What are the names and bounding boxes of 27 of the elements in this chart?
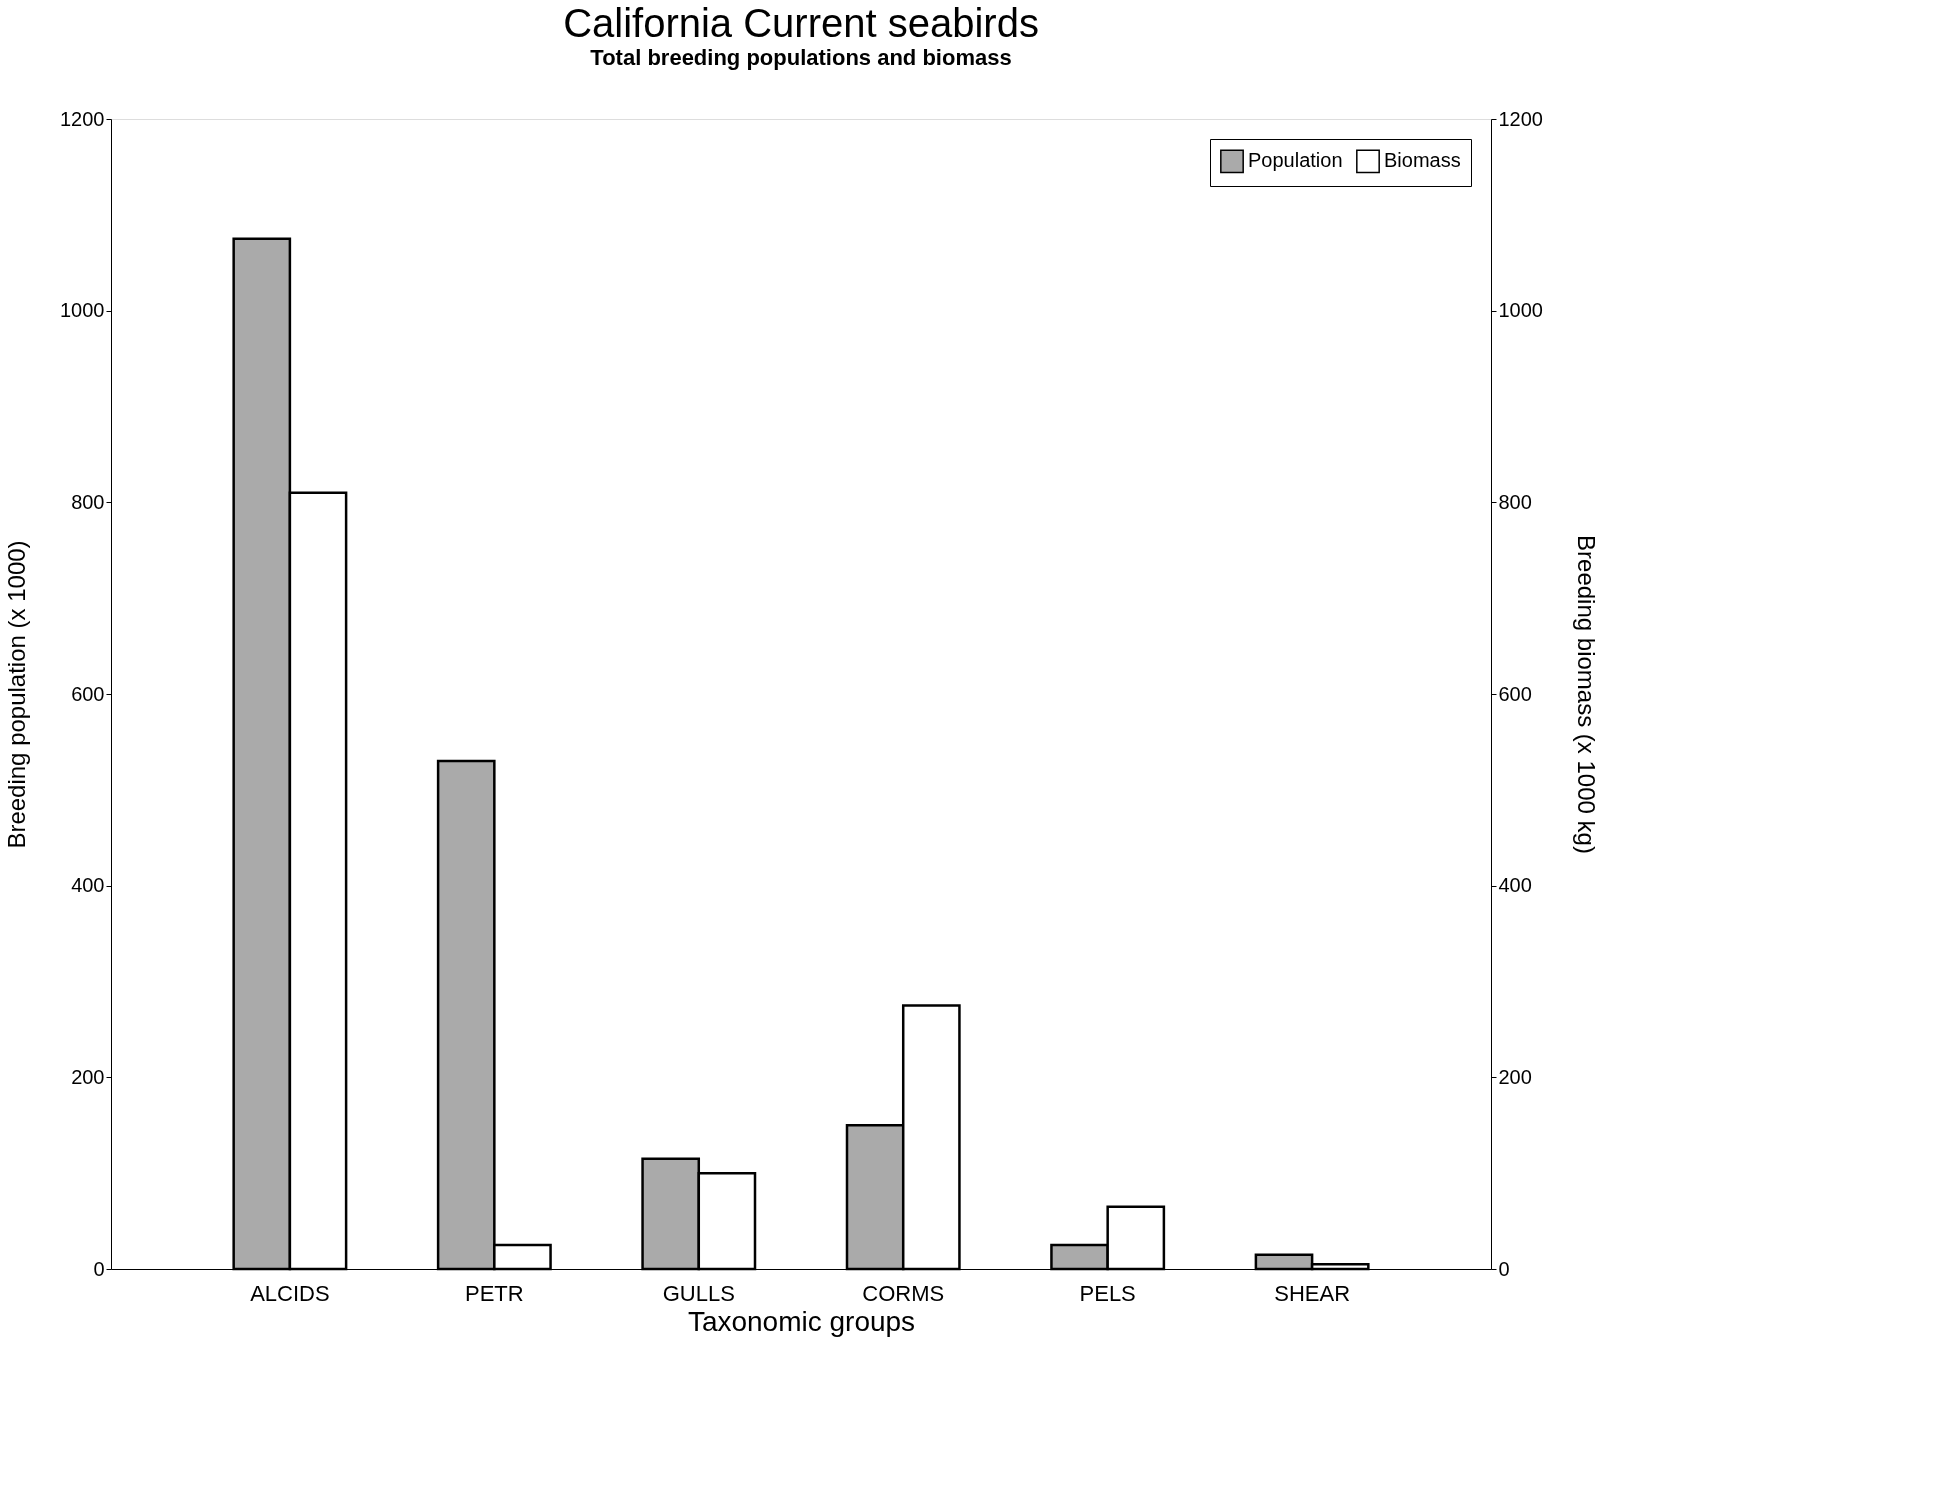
y2-tick-label: 800 xyxy=(1498,490,1532,513)
y-tick-label: 600 xyxy=(71,682,105,705)
legend-label: Biomass xyxy=(1384,149,1461,172)
y-tick-label: 0 xyxy=(93,1257,105,1280)
x-tick-label: ALCIDS xyxy=(250,1280,330,1306)
x-tick-label: SHEAR xyxy=(1274,1280,1351,1306)
chart-title: California Current seabirds xyxy=(563,1,1039,45)
y2-axis-title: Breeding biomass (x 1000 kg) xyxy=(1572,535,1600,854)
y-tick-label: 1000 xyxy=(60,299,105,322)
x-tick-label: GULLS xyxy=(662,1280,735,1306)
x-tick-label: PELS xyxy=(1079,1280,1136,1306)
y2-tick-label: 600 xyxy=(1498,682,1532,705)
y-tick-label: 1200 xyxy=(60,107,105,130)
y-tick-label: 800 xyxy=(71,490,105,513)
x-tick-label: PETR xyxy=(464,1280,524,1306)
y2-tick-label: 400 xyxy=(1498,874,1532,897)
y-tick-label: 400 xyxy=(71,874,105,897)
y2-tick-label: 1000 xyxy=(1498,299,1543,322)
y-tick-label: 200 xyxy=(71,1065,105,1088)
chart-subtitle: Total breeding populations and biomass xyxy=(590,45,1012,70)
legend-label: Population xyxy=(1248,149,1343,172)
y-axis-title: Breeding population (x 1000) xyxy=(3,540,31,849)
y2-tick-label: 1200 xyxy=(1498,107,1543,130)
y2-tick-label: 200 xyxy=(1498,1065,1532,1088)
x-axis-title: Taxonomic groups xyxy=(687,1305,916,1337)
y2-tick-label: 0 xyxy=(1498,1257,1510,1280)
x-tick-label: CORMS xyxy=(862,1280,945,1306)
